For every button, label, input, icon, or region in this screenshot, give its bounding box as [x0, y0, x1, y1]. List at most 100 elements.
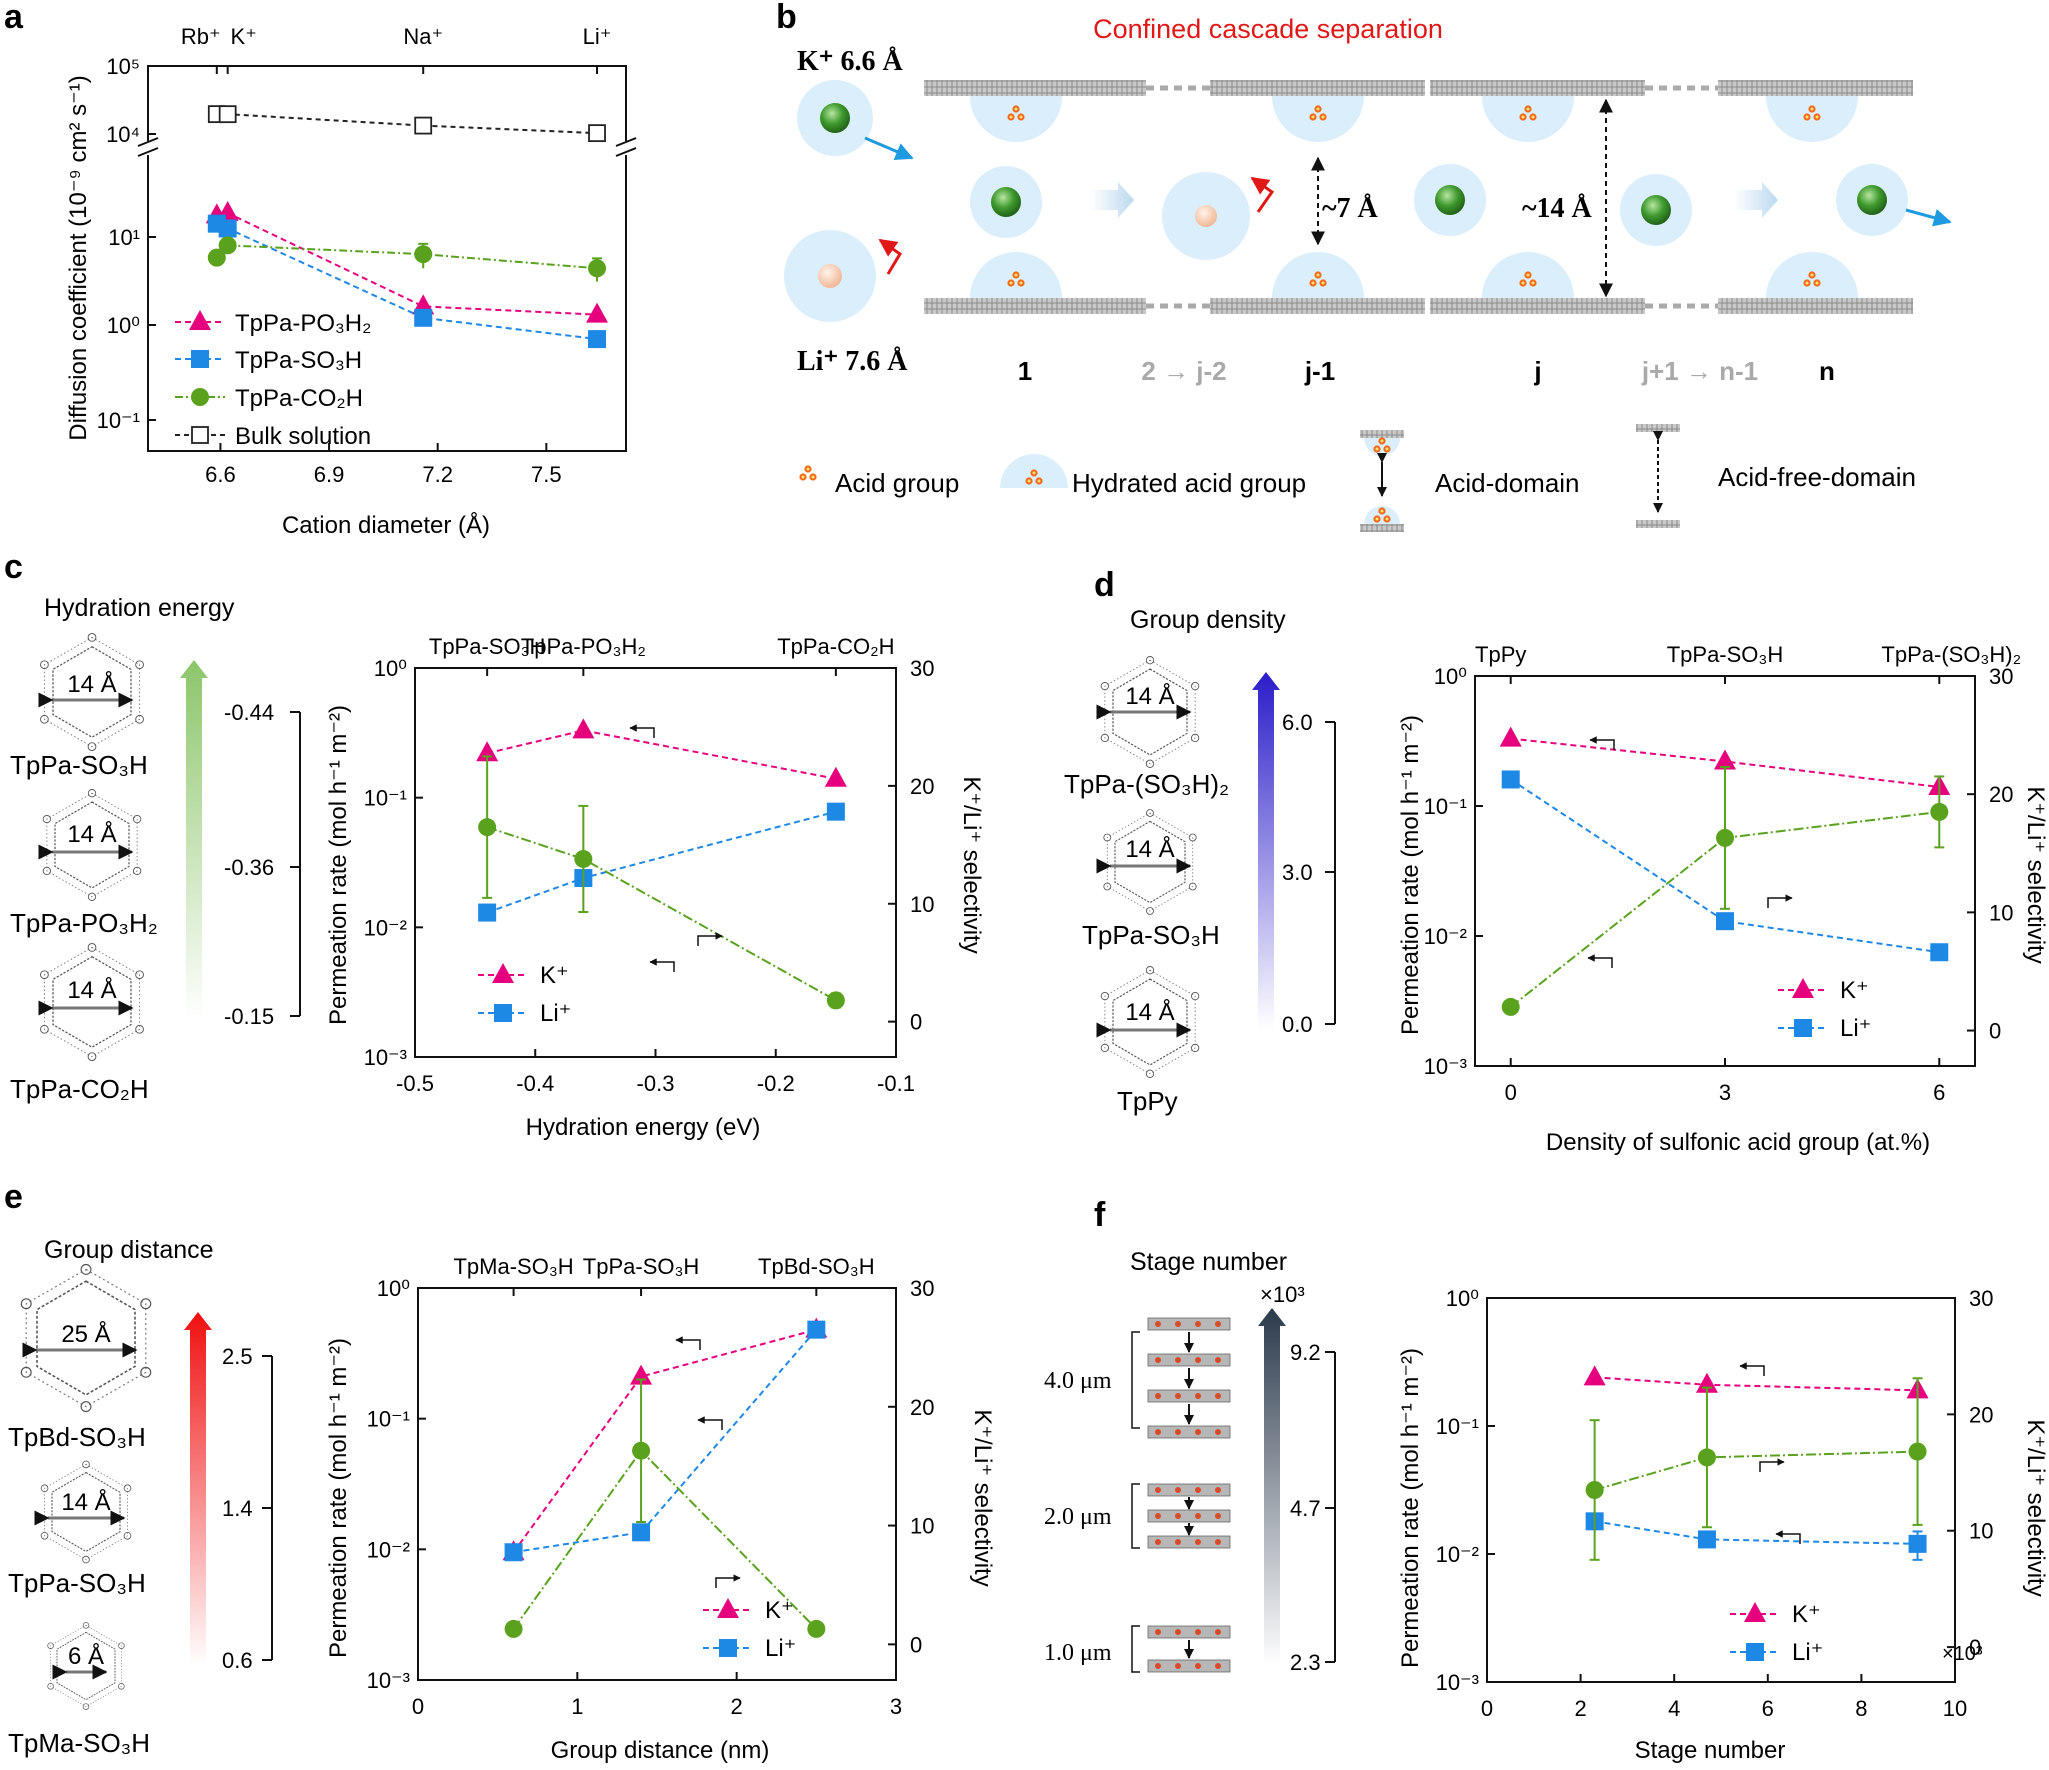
panel_d-point-1-2: [1930, 943, 1949, 962]
panel_c-axis-arrow-0: [629, 724, 655, 738]
legend-acid-free-domain: Acid-free-domain: [1718, 462, 1916, 492]
panel-a-ylabel: Diffusion coefficient (10⁻⁹ cm² s⁻¹): [65, 75, 92, 441]
a-ytick-label: 10¹: [108, 225, 140, 250]
a-top-ion-label: K⁺: [231, 24, 257, 49]
panel_e-point-2-1: [632, 1441, 651, 1460]
panel_f-frame: [1486, 1297, 1956, 1683]
panel_d-point-2-1: [1716, 828, 1734, 847]
panel_e-xtick-label: 2: [731, 1694, 743, 1719]
stage-arrow-1: [1090, 182, 1134, 218]
panel-label-d: d: [1094, 566, 1115, 604]
panel-f-bar-multiplier: ×10³: [1260, 1282, 1305, 1307]
structure-name-e2: TpPa-SO₃H: [8, 1568, 146, 1598]
panel-e-xlabel: Group distance (nm): [551, 1737, 770, 1764]
layer-bottom-j: [1430, 298, 1645, 314]
panel-f-xlabel: Stage number: [1635, 1737, 1786, 1764]
bar-tick-c3: -0.15: [224, 1004, 274, 1029]
legend-label-po3h2: TpPa-PO₃H₂: [235, 310, 371, 337]
panel_c-point-2-1: [574, 849, 593, 868]
panel-e-ylabel: Permeation rate (mol h⁻¹ m⁻²): [325, 1338, 352, 1658]
k-ion-stage-n: [1857, 185, 1887, 215]
panel_f-y2tick-label: 20: [1969, 1402, 1993, 1427]
panel_f-xtick-label: 8: [1855, 1696, 1867, 1721]
layer-top-j: [1430, 80, 1645, 96]
panel_e-ytick-label: 10⁻²: [367, 1537, 410, 1562]
panel_f-y2tick-label: 0: [1969, 1635, 1981, 1660]
panel-f-ylabel: Permeation rate (mol h⁻¹ m⁻²): [1397, 1348, 1424, 1668]
panel-label-f: f: [1094, 1196, 1106, 1234]
panel-e-chart: Group distance (nm) Permeation rate (mol…: [325, 1254, 996, 1764]
panel_e-legend-k-label: K⁺: [765, 1597, 794, 1624]
panel_f-y2tick-label: 30: [1969, 1286, 1993, 1311]
axis-break-left-1: [137, 137, 159, 147]
panel_f-point-1-2: [1908, 1534, 1927, 1553]
li-reject-arrow-2: [1250, 176, 1275, 213]
panel-label-e: e: [4, 1178, 23, 1216]
panel_e-legend-k-marker: [717, 1598, 739, 1618]
panel_c-y2tick-label: 10: [910, 892, 934, 917]
a-point-2-2: [414, 245, 433, 264]
panel_e-axis-arrow-0: [675, 1336, 701, 1350]
stage-label-1: 1: [1018, 356, 1032, 386]
panel_d-point-0-0: [1499, 726, 1522, 747]
panel_d-xtick-label: 0: [1505, 1080, 1517, 1105]
panel-e-structures: Group distance 25 Å TpBd-SO₃H 14 Å TpPa-…: [8, 1236, 273, 1758]
structure-name-d3: TpPy: [1117, 1086, 1178, 1116]
pore-gap-e2: 14 Å: [61, 1488, 110, 1516]
a-series-line-3: [216, 113, 598, 135]
a-ytick-label: 10⁴: [106, 122, 140, 147]
panel_f-ytick-label: 10⁻¹: [1436, 1414, 1479, 1439]
bar-tick-d3: 0.0: [1282, 1012, 1313, 1037]
panel_c-point-2-0: [478, 818, 497, 837]
panel_f-axis-arrow-1: [1775, 1530, 1801, 1544]
k-ion-label: K⁺ 6.6 Å: [797, 46, 904, 77]
legend-acid-group: Acid group: [835, 468, 959, 498]
bar-tick-c1: -0.44: [224, 700, 274, 725]
a-top-ion-label: Li⁺: [583, 24, 612, 49]
panel-b-title: Confined cascade separation: [1093, 14, 1443, 44]
gap-14-label: ~14 Å: [1522, 193, 1593, 224]
panel_e-line-0: [512, 1328, 817, 1553]
group-distance-gradient-bar: [184, 1312, 212, 1666]
panel_e-xtick-label: 0: [412, 1694, 424, 1719]
panel-f-x-multiplier: ×10³: [1942, 1643, 1983, 1665]
gap-7-label: ~7 Å: [1322, 193, 1379, 224]
stage-label-n: n: [1819, 356, 1835, 386]
panel_f-legend-k-marker: [1744, 1602, 1766, 1622]
panel_f-point-2-0: [1585, 1481, 1604, 1499]
panel_e-axis-arrow-1: [697, 1416, 723, 1430]
panel_d-y2tick-label: 10: [1989, 900, 2013, 925]
group-density-gradient-bar: [1252, 672, 1280, 1030]
panel_f-xtick-label: 4: [1668, 1696, 1680, 1721]
panel_f-axis-arrow-0: [1739, 1362, 1765, 1376]
panel_c-axis-arrow-2: [697, 932, 723, 946]
panel_d-y2tick-label: 0: [1989, 1019, 2001, 1044]
panel-c-y2label: K⁺/Li⁺ selectivity: [958, 776, 985, 953]
panel-c-ylabel: Permeation rate (mol h⁻¹ m⁻²): [325, 705, 352, 1025]
a-point-1-3: [588, 330, 607, 349]
legend-label-co2h: TpPa-CO₂H: [235, 385, 363, 412]
layer-bottom-n: [1718, 298, 1913, 314]
panel_e-point-2-2: [807, 1619, 826, 1638]
panel-label-a: a: [4, 0, 24, 36]
panel_c-xtick-label: -0.3: [637, 1071, 675, 1096]
bar-tick-e2: 1.4: [222, 1496, 253, 1521]
a-xtick-label: 7.2: [422, 462, 453, 487]
panel_f-legend-li-marker: [1746, 1643, 1764, 1661]
legend-marker-co2h: [191, 388, 209, 406]
structure-name-c3: TpPa-CO₂H: [10, 1074, 149, 1104]
stage-arrow-2: [1734, 182, 1778, 218]
pore-gap-c2: 14 Å: [67, 820, 116, 848]
k-ion: [820, 103, 850, 133]
structure-name-d2: TpPa-SO₃H: [1082, 920, 1220, 950]
panel_e-ytick-label: 10⁻³: [367, 1668, 410, 1693]
stage-label-j-1: j-1: [1304, 356, 1335, 386]
layer-bottom-j-1: [1210, 298, 1425, 314]
thickness-label-2: 2.0 μm: [1044, 1504, 1112, 1530]
panel-f-y2label: K⁺/Li⁺ selectivity: [2022, 1419, 2049, 1596]
panel-label-c: c: [4, 548, 23, 586]
panel_d-legend-li-marker: [1794, 1019, 1812, 1037]
panel_d-y2tick-label: 20: [1989, 782, 2013, 807]
panel_c-ytick-label: 10⁻³: [364, 1045, 407, 1070]
